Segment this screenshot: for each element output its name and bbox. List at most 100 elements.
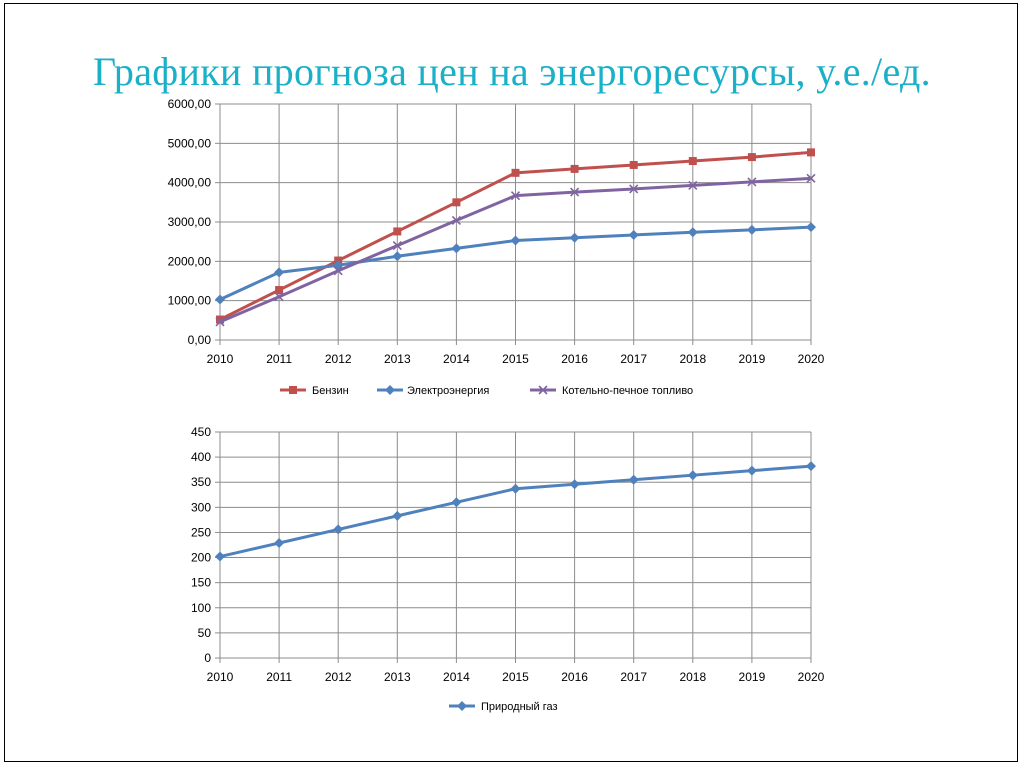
chart-1: 0,00 1000,00 2000,00 3000,00 4000,00 5000,00 6… [168, 97, 825, 397]
data-point [510, 483, 521, 494]
y-tick-label: 4000,00 [168, 176, 212, 190]
y-tick-label: 450 [191, 425, 211, 439]
y-tick-label: 250 [191, 525, 211, 539]
data-point [216, 315, 224, 324]
legend-label: Электроэнергия [407, 385, 489, 397]
data-point [274, 537, 285, 548]
legend-marker [385, 385, 395, 395]
x-tick-label: 2017 [620, 352, 647, 366]
y-tick-label: 150 [191, 576, 211, 590]
x-tick-label: 2015 [502, 352, 529, 366]
data-point [570, 164, 579, 173]
legend: Бензин Электроэнергия Котельно-печное топл… [280, 385, 693, 397]
legend-marker [538, 385, 548, 395]
x-tick-label: 2014 [443, 670, 470, 684]
x-tick-label: 2019 [739, 670, 766, 684]
data-point [806, 173, 816, 183]
y-tick-label: 350 [191, 475, 211, 489]
data-point [747, 177, 757, 187]
data-point [629, 160, 638, 169]
legend: Природный газ [449, 701, 558, 713]
y-tick-label: 100 [191, 601, 211, 615]
slide-title: Графики прогноза цен на энергоресурсы, у… [93, 49, 931, 94]
y-tick-label: 1000,00 [168, 294, 212, 308]
y-tick-label: 400 [191, 450, 211, 464]
x-tick-label: 2020 [798, 352, 825, 366]
data-point [569, 479, 580, 490]
data-point [687, 470, 698, 481]
series-1 [216, 148, 815, 324]
data-point [393, 227, 402, 236]
x-tick-label: 2010 [207, 352, 234, 366]
legend-label: Бензин [312, 385, 349, 397]
data-point [806, 222, 816, 233]
series-2 [215, 222, 816, 305]
data-point [687, 227, 698, 238]
data-point [746, 224, 757, 235]
y-tick-label: 0 [204, 651, 211, 665]
legend-item: Бензин [280, 385, 349, 397]
data-point [688, 157, 697, 166]
x-tick-label: 2011 [266, 670, 292, 684]
data-point [806, 461, 816, 472]
x-tick-label: 2014 [443, 352, 470, 366]
x-tick-label: 2018 [679, 352, 706, 366]
data-point [570, 187, 580, 197]
data-point [451, 497, 462, 508]
y-tick-label: 6000,00 [168, 97, 212, 111]
legend-item: Природный газ [449, 701, 558, 713]
chart-2: 0 50 100 150 200 250 300 350 400 450 2010 2011 2012 2… [191, 425, 825, 713]
data-point [275, 286, 284, 295]
y-tick-label: 5000,00 [168, 136, 212, 150]
y-tick-label: 50 [198, 626, 212, 640]
data-point [333, 524, 344, 535]
series-1 [215, 461, 816, 562]
data-point [511, 168, 520, 177]
data-point [747, 153, 756, 162]
legend-item: Электроэнергия [377, 385, 489, 397]
y-tick-label: 3000,00 [168, 215, 212, 229]
x-tick-label: 2012 [325, 670, 352, 684]
data-point [628, 474, 639, 485]
y-tick-label: 0,00 [188, 333, 212, 347]
x-tick-label: 2011 [266, 352, 292, 366]
data-point [628, 229, 639, 240]
x-tick-label: 2016 [561, 670, 588, 684]
y-tick-label: 300 [191, 500, 211, 514]
data-point [746, 465, 757, 476]
x-tick-label: 2016 [561, 352, 588, 366]
x-tick-label: 2017 [620, 670, 647, 684]
x-tick-label: 2010 [207, 670, 234, 684]
y-tick-label: 200 [191, 551, 211, 565]
data-point [392, 241, 402, 251]
data-point [807, 148, 815, 157]
legend-item: Котельно-печное топливо [530, 385, 693, 397]
x-tick-label: 2019 [739, 352, 766, 366]
data-point [392, 510, 403, 521]
data-point [629, 184, 639, 194]
data-point [215, 551, 225, 562]
data-point [392, 251, 403, 262]
legend-marker [289, 386, 297, 394]
legend-marker [457, 701, 467, 711]
y-tick-label: 2000,00 [168, 254, 212, 268]
series-3 [215, 173, 816, 327]
data-point [215, 317, 225, 327]
x-tick-label: 2015 [502, 670, 529, 684]
data-point [451, 243, 462, 254]
data-point [510, 191, 521, 201]
slide-frame [4, 3, 1018, 762]
x-tick-label: 2012 [325, 352, 352, 366]
x-tick-label: 2013 [384, 670, 411, 684]
x-tick-label: 2020 [798, 670, 825, 684]
data-point [569, 232, 580, 243]
data-point [215, 294, 225, 305]
data-point [452, 198, 461, 207]
x-tick-label: 2018 [679, 670, 706, 684]
data-point [510, 235, 521, 246]
data-point [451, 215, 461, 225]
x-tick-label: 2013 [384, 352, 411, 366]
legend-label: Природный газ [481, 701, 558, 713]
legend-label: Котельно-печное топливо [562, 385, 693, 397]
